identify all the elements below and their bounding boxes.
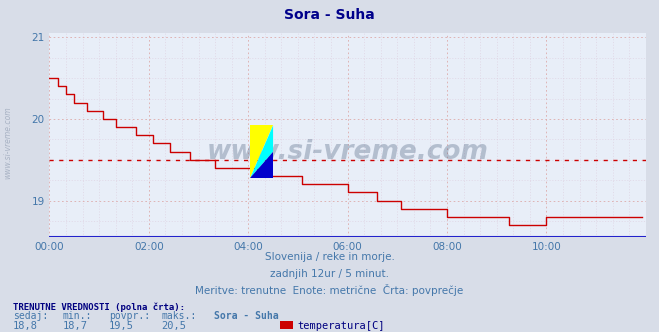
Text: maks.:: maks.: (161, 311, 196, 321)
Text: Sora - Suha: Sora - Suha (284, 8, 375, 22)
Text: temperatura[C]: temperatura[C] (298, 321, 386, 331)
Text: Slovenija / reke in morje.: Slovenija / reke in morje. (264, 252, 395, 262)
Text: povpr.:: povpr.: (109, 311, 150, 321)
Polygon shape (250, 125, 273, 178)
Text: zadnjih 12ur / 5 minut.: zadnjih 12ur / 5 minut. (270, 269, 389, 279)
Text: 20,5: 20,5 (161, 321, 186, 331)
Text: min.:: min.: (63, 311, 92, 321)
Text: TRENUTNE VREDNOSTI (polna črta):: TRENUTNE VREDNOSTI (polna črta): (13, 302, 185, 312)
Text: Sora - Suha: Sora - Suha (214, 311, 279, 321)
Text: www.si-vreme.com: www.si-vreme.com (207, 139, 488, 165)
Text: Meritve: trenutne  Enote: metrične  Črta: povprečje: Meritve: trenutne Enote: metrične Črta: … (195, 285, 464, 296)
Text: 18,7: 18,7 (63, 321, 88, 331)
Text: www.si-vreme.com: www.si-vreme.com (3, 107, 13, 179)
Text: 18,8: 18,8 (13, 321, 38, 331)
Polygon shape (250, 125, 273, 178)
Text: sedaj:: sedaj: (13, 311, 48, 321)
Polygon shape (250, 152, 273, 178)
Text: 19,5: 19,5 (109, 321, 134, 331)
